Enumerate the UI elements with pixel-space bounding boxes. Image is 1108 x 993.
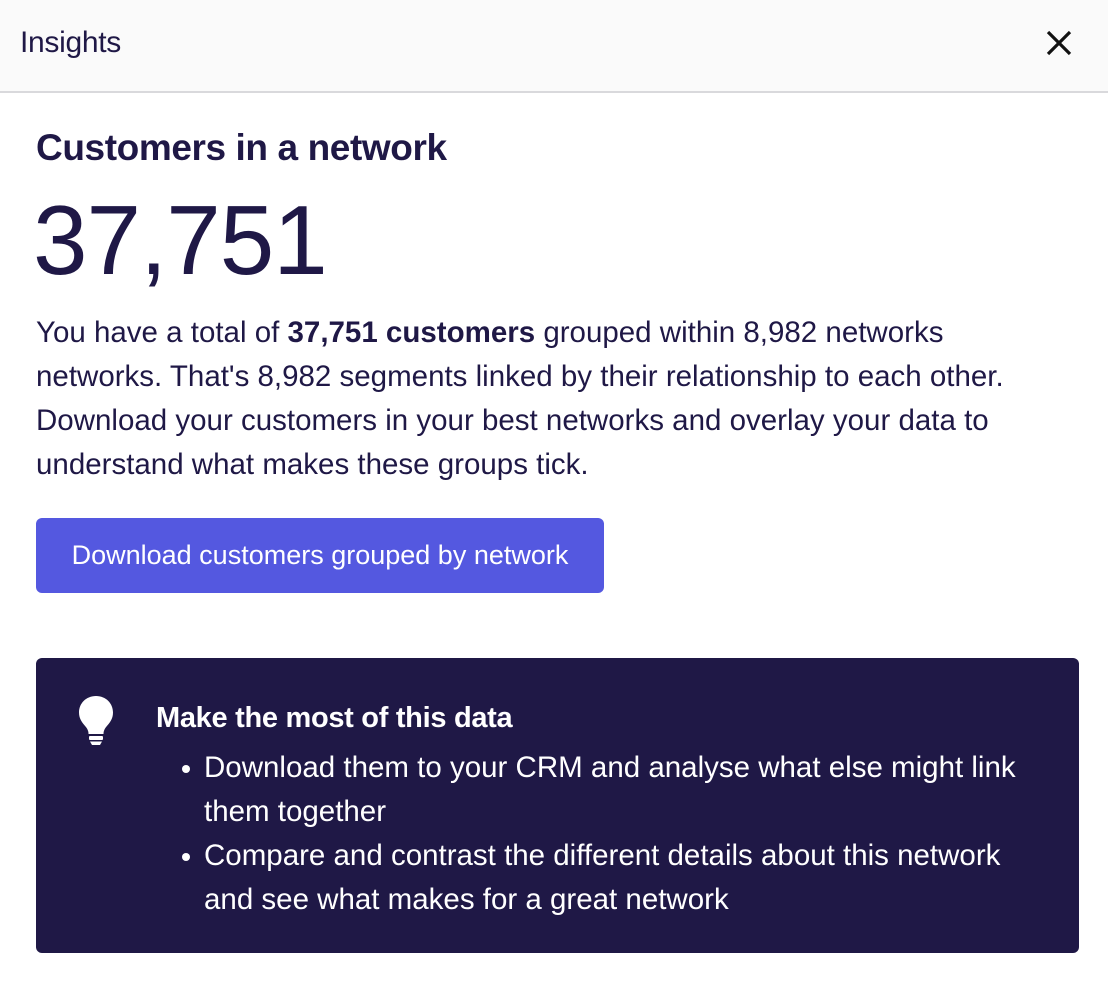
tip-list-item: Compare and contrast the different detai… xyxy=(182,834,1054,922)
download-customers-button[interactable]: Download customers grouped by network xyxy=(36,518,604,593)
section-title: Customers in a network xyxy=(36,127,447,168)
description-suffix: grouped within 8,982 networks networks. … xyxy=(36,316,1004,481)
total-customers-value: 37,751 xyxy=(33,185,328,295)
tip-list-item: Download them to your CRM and analyse wh… xyxy=(182,746,1054,834)
tip-box: Make the most of this data Download them… xyxy=(36,658,1079,953)
description-highlight: 37,751 customers xyxy=(287,316,536,349)
insight-description: You have a total of 37,751 customers gro… xyxy=(36,311,1076,487)
close-button[interactable] xyxy=(1040,24,1078,62)
tip-list: Download them to your CRM and analyse wh… xyxy=(182,746,1054,922)
close-icon xyxy=(1046,30,1072,56)
panel-header: Insights xyxy=(0,0,1108,93)
lightbulb-icon xyxy=(79,696,113,745)
tip-title: Make the most of this data xyxy=(156,702,513,734)
description-prefix: You have a total of xyxy=(36,316,288,349)
panel-title: Insights xyxy=(20,26,121,59)
